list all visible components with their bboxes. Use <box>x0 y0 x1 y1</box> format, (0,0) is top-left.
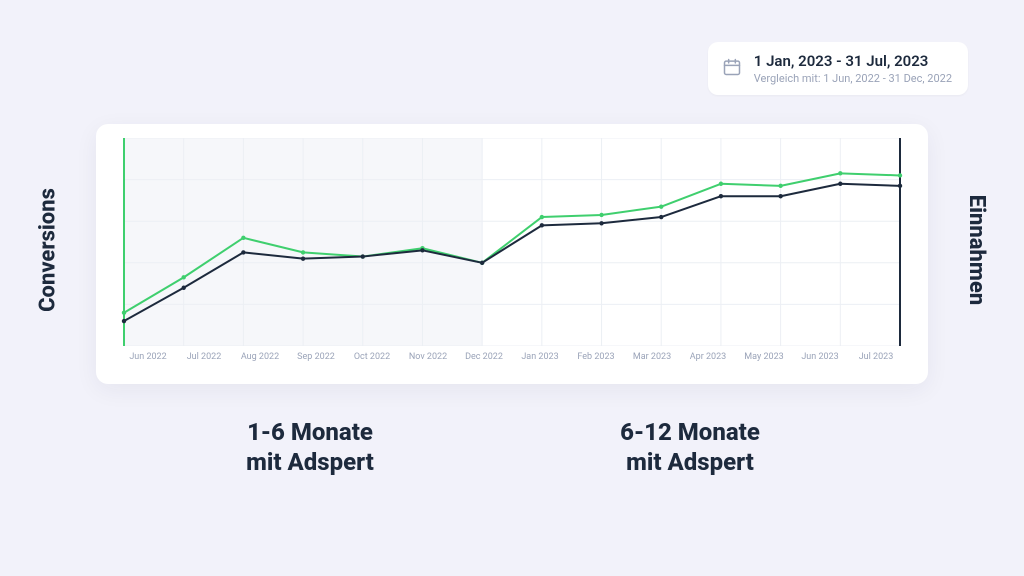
date-range-text: 1 Jan, 2023 - 31 Jul, 2023 Vergleich mit… <box>754 52 952 85</box>
x-tick-label: Mar 2023 <box>624 352 680 372</box>
x-tick-label: Aug 2022 <box>232 352 288 372</box>
x-axis-labels: Jun 2022Jul 2022Aug 2022Sep 2022Oct 2022… <box>120 352 904 372</box>
performance-chart <box>120 138 904 346</box>
y-axis-label-right: Einnahmen <box>964 195 989 305</box>
x-tick-label: Feb 2023 <box>568 352 624 372</box>
calendar-icon <box>722 57 742 81</box>
caption-first-line1: 1-6 Monate <box>160 418 460 446</box>
caption-second-period: 6-12 Monate mit Adspert <box>540 418 840 476</box>
x-tick-label: Jun 2022 <box>120 352 176 372</box>
caption-first-period: 1-6 Monate mit Adspert <box>160 418 460 476</box>
date-range-primary: 1 Jan, 2023 - 31 Jul, 2023 <box>754 52 952 70</box>
x-tick-label: May 2023 <box>736 352 792 372</box>
x-tick-label: Oct 2022 <box>344 352 400 372</box>
x-tick-label: Jun 2023 <box>792 352 848 372</box>
caption-second-line1: 6-12 Monate <box>540 418 840 446</box>
performance-chart-card: Jun 2022Jul 2022Aug 2022Sep 2022Oct 2022… <box>96 124 928 384</box>
x-tick-label: Jul 2022 <box>176 352 232 372</box>
x-tick-label: Jul 2023 <box>848 352 904 372</box>
x-tick-label: Nov 2022 <box>400 352 456 372</box>
y-axis-label-left: Conversions <box>36 188 61 312</box>
date-range-compare: Vergleich mit: 1 Jun, 2022 - 31 Dec, 202… <box>754 72 952 85</box>
date-range-picker[interactable]: 1 Jan, 2023 - 31 Jul, 2023 Vergleich mit… <box>708 42 968 95</box>
x-tick-label: Sep 2022 <box>288 352 344 372</box>
x-tick-label: Apr 2023 <box>680 352 736 372</box>
x-tick-label: Jan 2023 <box>512 352 568 372</box>
x-tick-label: Dec 2022 <box>456 352 512 372</box>
caption-first-line2: mit Adspert <box>160 448 460 476</box>
caption-second-line2: mit Adspert <box>540 448 840 476</box>
